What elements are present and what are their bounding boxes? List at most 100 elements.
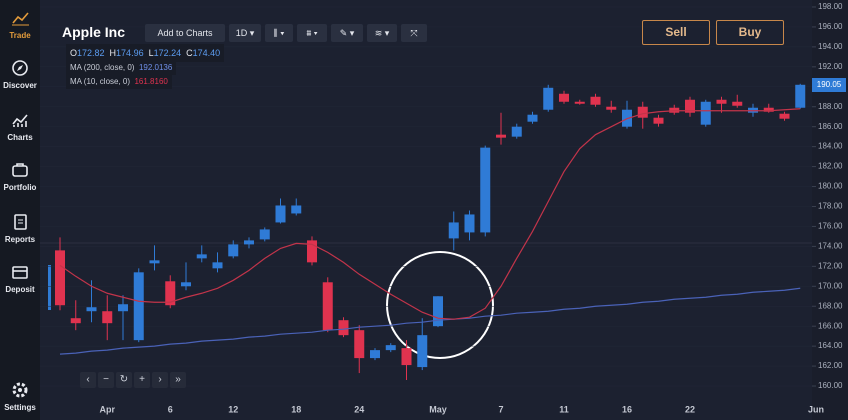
y-tick-label: 164.00 (818, 341, 843, 350)
zoom-in[interactable]: + (134, 372, 150, 388)
candle-body (196, 254, 207, 259)
candle-body (606, 106, 617, 110)
fullscreen[interactable]: ⤧ (401, 24, 427, 42)
candle-body (102, 311, 113, 324)
x-tick-label: Jun (808, 404, 824, 414)
y-tick-label: 172.00 (818, 261, 843, 270)
candle-body (212, 262, 223, 269)
sell-button[interactable]: Sell (642, 20, 710, 45)
candle-body (291, 205, 302, 214)
candle-body (559, 93, 569, 102)
candle-body (543, 87, 554, 110)
candle-body (165, 281, 176, 306)
candle-body (401, 348, 412, 366)
chart-type[interactable]: ⫼ ▾ (265, 24, 293, 42)
x-tick-label: 16 (622, 404, 632, 414)
x-tick-label: May (429, 404, 447, 414)
candle-body (448, 222, 459, 239)
indicators[interactable]: ⩩ ▾ (297, 24, 327, 42)
x-tick-label: 11 (559, 404, 569, 414)
ma-legend: MA (10, close, 0) 161.8160 (66, 74, 172, 89)
nav-item[interactable]: Settings (0, 380, 40, 412)
draw[interactable]: ✎ ▾ (331, 24, 363, 42)
candle-body (464, 214, 475, 233)
reset[interactable]: ↻ (116, 372, 132, 388)
candle-body (685, 99, 695, 113)
ma-value: 161.8160 (134, 77, 168, 86)
candle-body (795, 84, 806, 108)
y-tick-label: 166.00 (818, 321, 843, 330)
nav-item[interactable]: Trade (0, 8, 40, 40)
next[interactable]: › (152, 372, 168, 388)
ohlc-value: 174.40 (192, 48, 221, 58)
ma-legend: MA (200, close, 0) 192.0136 (66, 60, 177, 75)
candle-body (55, 250, 65, 306)
axis-panel (812, 0, 848, 420)
nav-icon (14, 214, 27, 230)
candle-body (275, 205, 286, 223)
zoom-out[interactable]: − (98, 372, 114, 388)
candle-body (637, 106, 648, 118)
nav-item[interactable]: Reports (0, 212, 40, 244)
candle-body (149, 260, 160, 264)
y-tick-label: 180.00 (818, 182, 843, 191)
candle-body (370, 350, 380, 359)
candle-body (354, 330, 365, 359)
buy-button[interactable]: Buy (716, 20, 784, 45)
candle-body (385, 345, 396, 351)
candle-body (86, 307, 97, 312)
candle-body (118, 304, 128, 312)
candle-body (70, 318, 81, 324)
y-tick-label: 168.00 (818, 301, 843, 310)
edge-marker (48, 265, 51, 310)
interval-label: 1D (235, 28, 248, 38)
y-tick-label: 184.00 (818, 142, 843, 151)
y-tick-label: 192.00 (818, 62, 843, 71)
candle-body (433, 296, 443, 327)
candle-body (716, 99, 727, 104)
first[interactable]: ‹ (80, 372, 96, 388)
nav-item[interactable]: Portfolio (0, 160, 40, 192)
y-tick-label: 160.00 (818, 381, 843, 390)
ma-value: 192.0136 (138, 63, 173, 72)
candle-body (496, 134, 506, 138)
y-tick-label: 170.00 (818, 281, 843, 290)
y-tick-label: 198.00 (818, 2, 843, 11)
candle-body (779, 113, 790, 119)
nav-item[interactable]: Discover (0, 58, 40, 90)
interval[interactable]: 1D ▾ (229, 24, 261, 42)
layers[interactable]: ≋ ▾ (367, 24, 397, 42)
ohlc-key: O (70, 48, 78, 58)
nav-item[interactable]: Deposit (0, 262, 40, 294)
ohlc-value: 172.82 (77, 48, 105, 58)
candle-body (653, 117, 664, 124)
last[interactable]: » (170, 372, 186, 388)
candle-body (763, 107, 774, 112)
ohlc-legend: O172.82 H174.96 L172.24 C174.40 (66, 44, 225, 62)
x-tick-label: 7 (498, 404, 503, 414)
ma-name: MA (10, close, 0) (70, 77, 131, 86)
candle-body (574, 101, 585, 104)
zoom-controls: ‹ − ↻ + ›» (80, 369, 188, 388)
nav-label: Portfolio (3, 183, 37, 192)
candle-body (181, 282, 191, 287)
annotation-circle (386, 251, 494, 359)
symbol: Apple Inc (62, 24, 126, 40)
ma-line (59, 287, 801, 355)
add-label: Add to Charts (157, 28, 213, 38)
candle-body (307, 240, 317, 263)
x-tick-label: 24 (354, 404, 364, 414)
ohlc-value: 174.96 (116, 48, 144, 58)
chart: 160.00 162.00 164.00 166.00 168.00 170.00 172.… (40, 0, 848, 420)
candle-body (700, 101, 711, 125)
add-to-charts[interactable]: Add to Charts (145, 24, 225, 42)
x-tick-label: 18 (291, 404, 301, 414)
candle-body (732, 101, 743, 106)
nav-icon (12, 163, 28, 177)
ma-name: MA (200, close, 0) (70, 63, 135, 72)
sell-label: Sell (665, 25, 687, 39)
candle-body (259, 229, 270, 240)
y-tick-label: 194.00 (818, 42, 843, 51)
nav-item[interactable]: Charts (0, 110, 40, 142)
